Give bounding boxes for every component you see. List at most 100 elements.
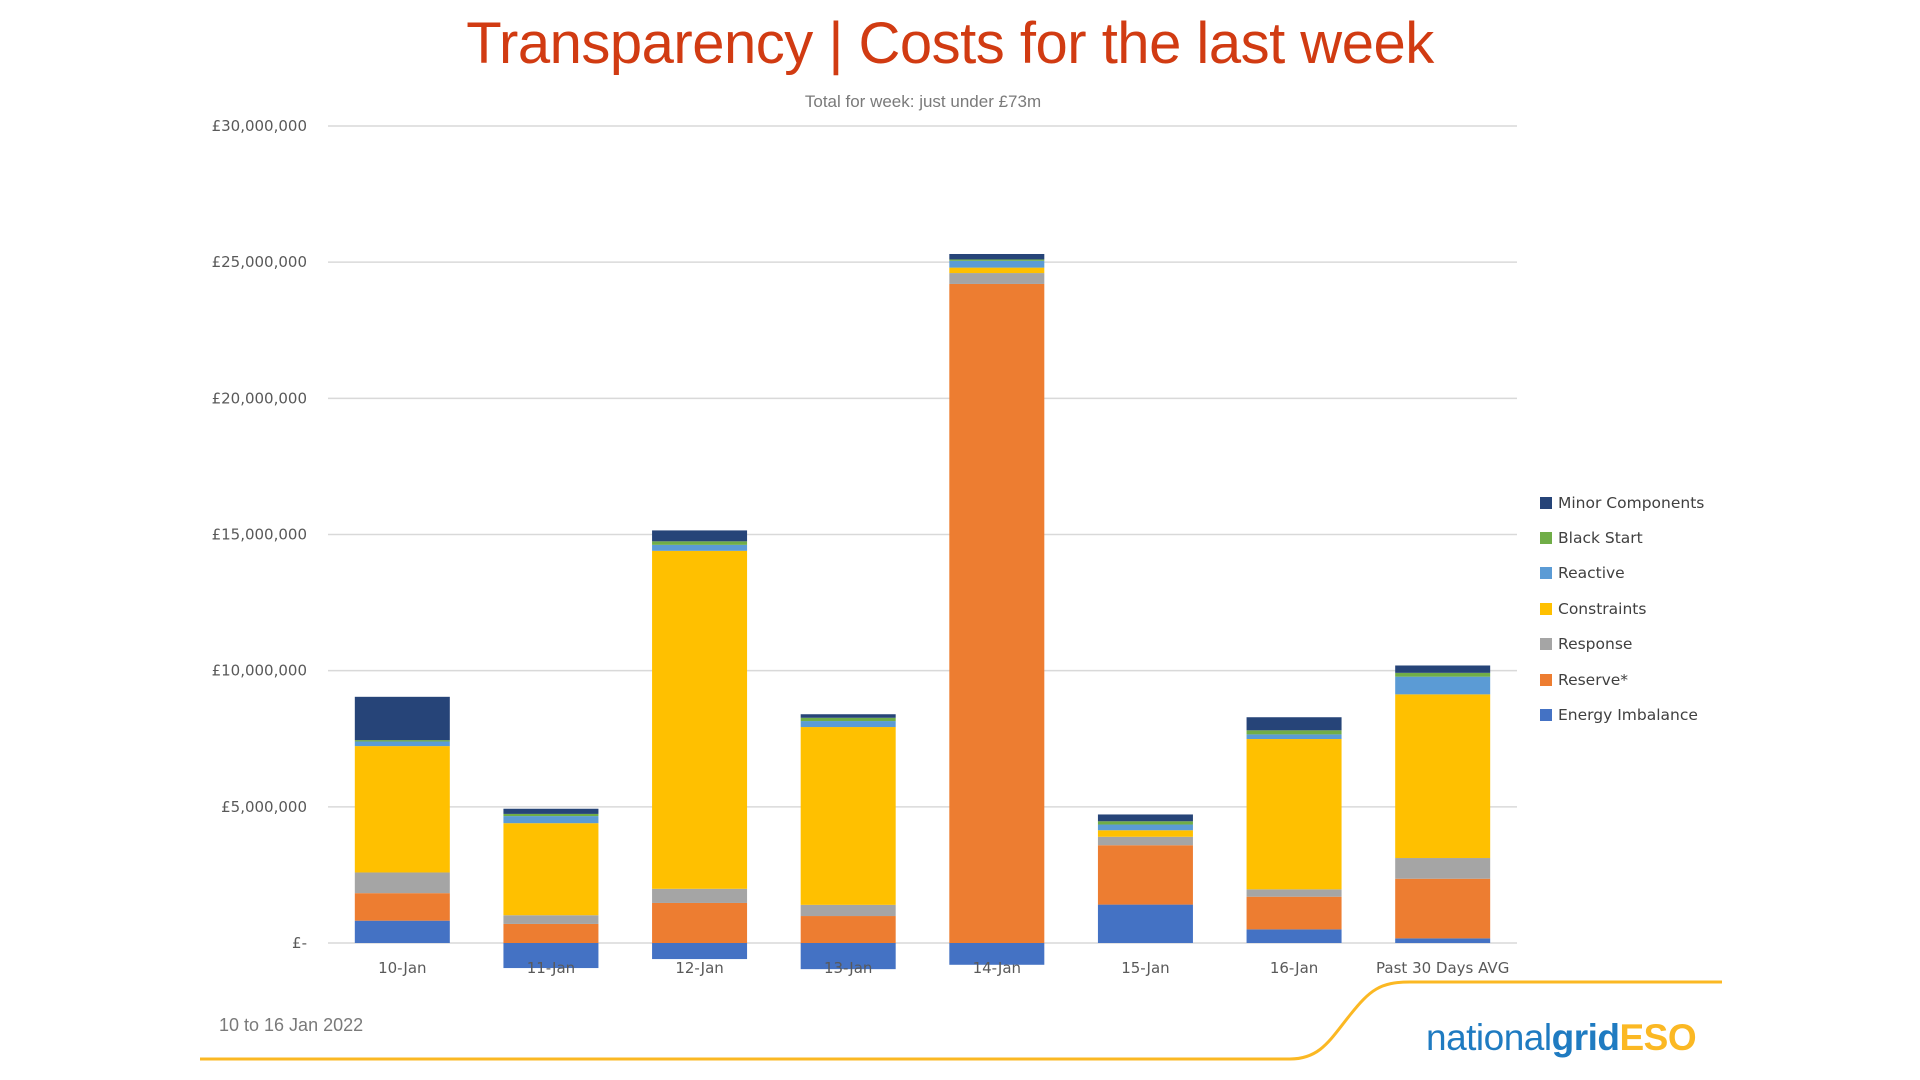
bar-segment-constraints <box>652 550 748 889</box>
bar-segment-response <box>1395 858 1491 879</box>
bar-segment-black-start <box>652 541 748 545</box>
bar-segment-reserve <box>949 283 1045 943</box>
y-tick-label: £10,000,000 <box>212 662 307 680</box>
legend-item: Constraints <box>1540 591 1704 626</box>
legend-label: Minor Components <box>1558 493 1705 512</box>
bar-stack <box>1246 717 1342 943</box>
page-title: Transparency | Costs for the last week <box>466 11 1434 76</box>
legend-item: Minor Components <box>1540 485 1704 520</box>
y-tick-label: £- <box>292 934 307 952</box>
bar-segment-black-start <box>1246 730 1342 735</box>
bar-segment-reactive <box>1097 824 1193 831</box>
bar-segment-energy-imbalance <box>800 943 896 970</box>
x-tick-label: 12-Jan <box>675 959 723 977</box>
x-tick-label: 10-Jan <box>378 959 426 977</box>
bar-segment-constraints <box>1246 739 1342 890</box>
bar-segment-black-start <box>1097 821 1193 825</box>
y-tick-label: £25,000,000 <box>212 253 307 271</box>
bar-segment-response <box>354 872 450 894</box>
legend-label: Reactive <box>1558 564 1625 583</box>
national-grid-eso-logo: nationalgridESO <box>1426 1017 1697 1059</box>
bar-segment-energy-imbalance <box>652 943 748 960</box>
bar-segment-black-start <box>354 740 450 742</box>
y-axis-ticks: £- £5,000,000 £10,000,000 £15,000,000 £20,00… <box>212 117 307 952</box>
logo-eso: ESO <box>1619 1017 1697 1058</box>
bar-segment-minor-components <box>800 714 896 718</box>
bar-segment-reserve <box>354 893 450 921</box>
x-axis-ticks: 10-Jan 11-Jan 12-Jan 13-Jan 14-Jan 15-Jan 16-J… <box>378 959 1509 977</box>
date-range: 10 to 16 Jan 2022 <box>219 1015 364 1035</box>
bar-segment-energy-imbalance <box>1395 938 1491 943</box>
y-tick-label: £5,000,000 <box>221 798 307 816</box>
bar-stack <box>949 253 1045 965</box>
x-tick-label: 11-Jan <box>527 959 575 977</box>
legend-swatch <box>1540 496 1552 509</box>
legend-swatch <box>1540 673 1552 686</box>
bar-segment-constraints <box>1097 830 1193 837</box>
bar-segment-reactive <box>354 741 450 747</box>
bar-stack <box>800 714 896 970</box>
bar-segment-reactive <box>1246 734 1342 740</box>
bar-segment-reactive <box>800 721 896 728</box>
bar-segment-energy-imbalance <box>1097 904 1193 943</box>
legend-item: Energy Imbalance <box>1540 697 1704 732</box>
bar-segment-energy-imbalance <box>1246 929 1342 943</box>
bar-segment-response <box>652 888 748 903</box>
legend-swatch <box>1540 638 1552 651</box>
bar-segment-energy-imbalance <box>949 943 1045 965</box>
bar-segment-reserve <box>652 902 748 943</box>
bar-segment-reserve <box>503 923 599 943</box>
bar-segment-reserve <box>1097 845 1193 905</box>
bar-segment-reactive <box>652 544 748 551</box>
bar-segment-energy-imbalance <box>503 943 599 969</box>
bar-segment-response <box>949 273 1045 284</box>
y-tick-label: £30,000,000 <box>212 117 307 135</box>
x-tick-label: 14-Jan <box>973 959 1021 977</box>
bar-segment-response <box>1246 889 1342 897</box>
legend-swatch <box>1540 567 1552 580</box>
x-tick-label: Past 30 Days AVG <box>1376 959 1509 977</box>
bar-stack <box>1395 665 1491 943</box>
bar-segment-reactive <box>949 260 1045 268</box>
bar-segment-minor-components <box>652 530 748 542</box>
x-tick-label: 15-Jan <box>1121 959 1169 977</box>
bar-segment-minor-components <box>1246 717 1342 731</box>
bar-segment-reactive <box>1395 676 1491 695</box>
bar-segment-response <box>1097 836 1193 846</box>
chart-legend: Minor Components Black Start Reactive Const… <box>1540 485 1704 733</box>
x-tick-label: 13-Jan <box>824 959 872 977</box>
bars <box>354 253 1491 970</box>
bar-segment-minor-components <box>1097 814 1193 822</box>
legend-item: Response <box>1540 627 1704 662</box>
legend-swatch <box>1540 532 1552 545</box>
logo-grid: grid <box>1551 1017 1620 1058</box>
y-tick-label: £15,000,000 <box>212 526 307 544</box>
legend-item: Reactive <box>1540 556 1704 591</box>
bar-segment-minor-components <box>354 696 450 741</box>
legend-swatch <box>1540 602 1552 615</box>
bar-segment-constraints <box>800 727 896 905</box>
bar-segment-reserve <box>1246 896 1342 930</box>
logo-national: national <box>1426 1017 1552 1058</box>
bar-segment-constraints <box>949 267 1045 274</box>
legend-label: Black Start <box>1558 529 1643 548</box>
bar-segment-minor-components <box>1395 665 1491 673</box>
legend-label: Energy Imbalance <box>1558 706 1698 725</box>
bar-stack <box>652 530 748 960</box>
bar-segment-reserve <box>1395 878 1491 939</box>
legend-item: Black Start <box>1540 520 1704 555</box>
bar-segment-constraints <box>354 746 450 873</box>
bar-stack <box>1097 814 1193 943</box>
chart-subtitle: Total for week: just under £73m <box>804 92 1042 111</box>
bar-segment-constraints <box>503 823 599 916</box>
x-tick-label: 16-Jan <box>1270 959 1318 977</box>
bar-segment-reserve <box>800 916 896 943</box>
bar-segment-energy-imbalance <box>354 920 450 943</box>
bar-segment-black-start <box>503 813 599 817</box>
bar-segment-response <box>800 904 896 917</box>
bar-stack <box>503 808 599 969</box>
legend-swatch <box>1540 709 1552 722</box>
legend-label: Constraints <box>1558 599 1647 618</box>
legend-label: Reserve* <box>1558 670 1629 689</box>
